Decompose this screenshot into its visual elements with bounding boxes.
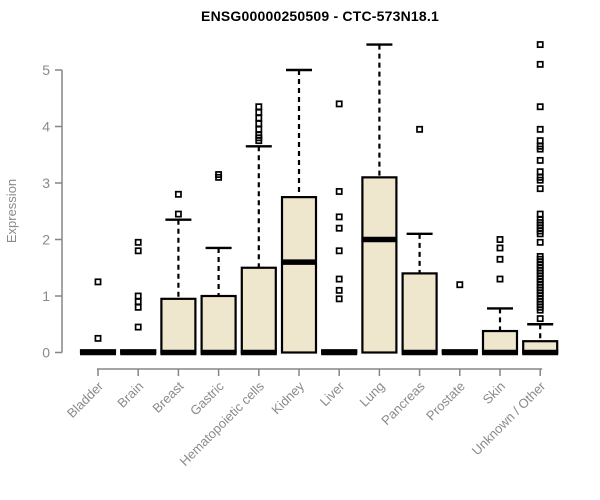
- outlier-point-bladder: [94, 334, 102, 342]
- x-tick-label-lung: Lung: [356, 379, 387, 410]
- outlier-point-unknown-other: [536, 41, 544, 49]
- x-tick-label-skin: Skin: [480, 379, 508, 407]
- outlier-point-skin: [496, 275, 504, 283]
- outlier-point-brain: [134, 292, 142, 300]
- outlier-point-unknown-other: [536, 238, 544, 246]
- x-tick-label-gastric: Gastric: [187, 378, 227, 418]
- x-tick-label-kidney: Kidney: [268, 378, 307, 417]
- box-breast: [160, 297, 197, 354]
- box-gastric: [200, 294, 237, 354]
- outlier-point-bladder: [94, 278, 102, 286]
- outlier-point-unknown-other: [536, 210, 544, 218]
- outlier-point-liver: [335, 295, 343, 303]
- outlier-point-skin: [496, 255, 504, 263]
- y-axis-title: Expression: [4, 178, 19, 244]
- box-pancreas: [401, 272, 438, 354]
- outlier-point-unknown-other: [536, 125, 544, 133]
- outlier-point-liver: [335, 224, 343, 232]
- outlier-point-liver: [335, 213, 343, 221]
- outlier-point-breast: [174, 210, 182, 218]
- outlier-point-unknown-other: [536, 60, 544, 68]
- chart-title: ENSG00000250509 - CTC-573N18.1: [201, 8, 439, 24]
- box-hematopoietic-cells: [240, 266, 277, 354]
- outlier-point-unknown-other: [536, 103, 544, 111]
- outlier-point-liver: [335, 188, 343, 195]
- outlier-point-gastric: [215, 171, 223, 178]
- outlier-point-liver: [335, 100, 343, 108]
- outlier-point-brain: [134, 247, 142, 255]
- outlier-point-unknown-other: [536, 156, 544, 164]
- y-tick-label: 2: [42, 232, 50, 248]
- y-tick-label: 0: [42, 345, 50, 361]
- y-tick-label: 5: [42, 62, 50, 78]
- outlier-point-hematopoietic-cells: [255, 125, 263, 133]
- outlier-point-brain: [134, 238, 142, 246]
- outlier-point-unknown-other: [536, 253, 544, 260]
- outlier-point-hematopoietic-cells: [255, 120, 263, 128]
- outlier-point-brain: [134, 323, 142, 331]
- y-tick-label: 1: [42, 288, 50, 304]
- outlier-point-hematopoietic-cells: [255, 108, 263, 116]
- x-tick-label-liver: Liver: [317, 378, 348, 409]
- x-tick-label-unknown-other: Unknown / Other: [469, 378, 549, 458]
- outlier-point-skin: [496, 244, 504, 252]
- outlier-point-pancreas: [416, 125, 424, 133]
- outlier-point-hematopoietic-cells: [255, 103, 263, 111]
- x-tick-label-pancreas: Pancreas: [378, 378, 428, 428]
- outlier-point-liver: [335, 247, 343, 255]
- y-tick-label: 3: [42, 175, 50, 191]
- outlier-point-brain: [134, 298, 142, 306]
- outlier-point-unknown-other: [536, 315, 544, 323]
- outlier-point-skin: [496, 236, 504, 243]
- x-tick-label-bladder: Bladder: [64, 378, 107, 421]
- outlier-point-prostate: [456, 281, 464, 289]
- y-tick-label: 4: [42, 119, 50, 135]
- box-skin: [481, 329, 519, 354]
- outlier-point-unknown-other: [536, 168, 544, 176]
- box-kidney: [280, 196, 318, 354]
- outlier-point-breast: [174, 190, 182, 198]
- outlier-point-unknown-other: [536, 185, 544, 193]
- x-tick-label-prostate: Prostate: [423, 379, 468, 424]
- outlier-point-liver: [335, 286, 343, 294]
- outlier-point-unknown-other: [536, 137, 544, 145]
- x-tick-label-breast: Breast: [149, 378, 186, 415]
- outlier-point-brain: [134, 303, 142, 311]
- x-tick-label-brain: Brain: [114, 379, 146, 411]
- outlier-point-hematopoietic-cells: [255, 114, 263, 122]
- box-lung: [361, 176, 398, 354]
- outlier-point-liver: [335, 275, 343, 283]
